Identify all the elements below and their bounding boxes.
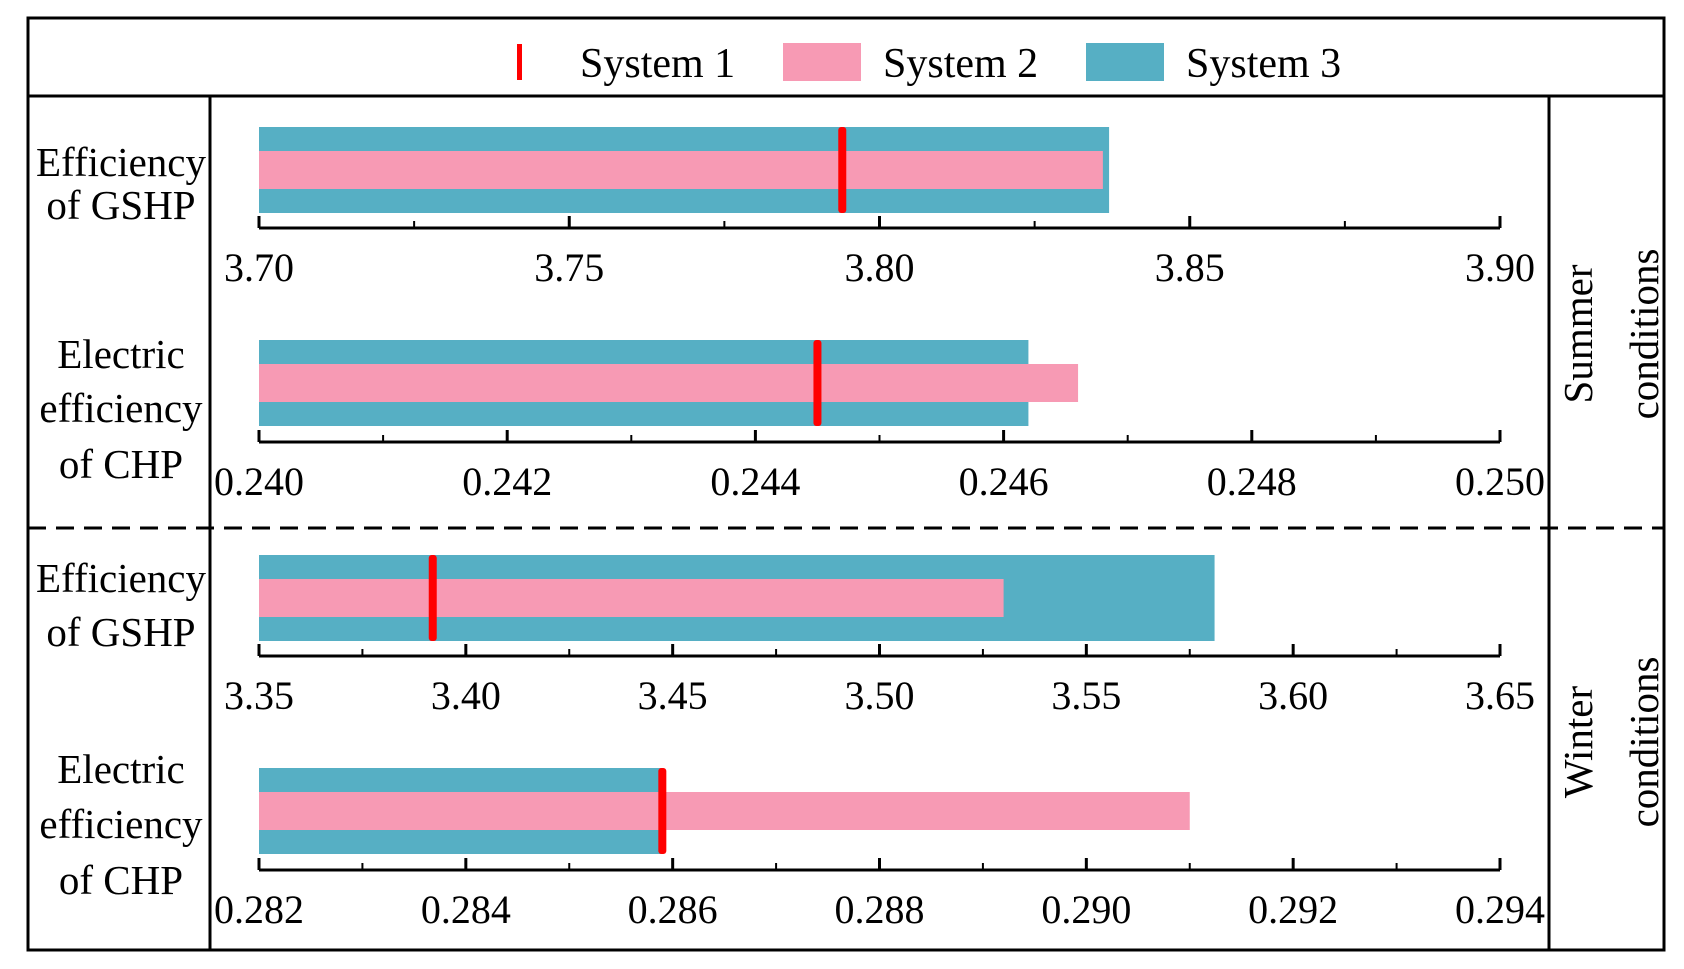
bar-system2 [259, 151, 1103, 189]
row-label-line: Efficiency [36, 555, 206, 601]
tick-label: 3.85 [1155, 245, 1225, 290]
row-label-line: of CHP [59, 857, 183, 903]
tick-label: 0.284 [421, 887, 511, 932]
tick-label: 3.70 [224, 245, 294, 290]
tick-label: 0.250 [1455, 459, 1545, 504]
row-label-line: of GSHP [46, 609, 195, 655]
legend-system1-swatch [517, 44, 522, 80]
legend-system2-label: System 2 [883, 41, 1038, 87]
tick-label: 0.248 [1207, 459, 1297, 504]
tick-label: 0.288 [835, 887, 925, 932]
marker-system1 [838, 127, 847, 213]
tick-label: 3.35 [224, 673, 294, 718]
marker-system1 [813, 340, 822, 426]
bar-system2 [259, 792, 1190, 830]
tick-label: 0.294 [1455, 887, 1545, 932]
tick-label: 3.80 [845, 245, 915, 290]
tick-label: 0.244 [710, 459, 800, 504]
marker-system1 [428, 555, 437, 641]
tick-label: 3.50 [845, 673, 915, 718]
winter-label-line2: conditions [1621, 657, 1667, 828]
legend-system2-swatch [783, 43, 861, 81]
panel-2: 0.240 0.242 0.244 0.246 0.248 0.250 Electric ef… [39, 331, 1545, 504]
summer-label-line1: Summer [1555, 264, 1601, 403]
legend-system3-swatch [1086, 43, 1164, 81]
panel-3: 3.35 3.40 3.45 3.50 3.55 3.60 3.65 Efficiency of… [36, 555, 1535, 718]
row-label-line: efficiency [39, 801, 203, 847]
tick-label: 0.286 [628, 887, 718, 932]
tick-label: 0.242 [462, 459, 552, 504]
tick-label: 3.75 [534, 245, 604, 290]
marker-system1 [658, 768, 667, 854]
row-label-line: Efficiency [36, 139, 206, 185]
bar-system2 [259, 579, 1004, 617]
legend-system1-label: System 1 [580, 41, 735, 87]
row-label-line: Electric [57, 331, 184, 377]
row-label-line: of GSHP [46, 182, 195, 228]
bar-system2 [259, 364, 1079, 402]
tick-label: 3.60 [1258, 673, 1328, 718]
row-label-line: Electric [57, 746, 184, 792]
row-label-line: of CHP [59, 441, 183, 487]
legend-system3-label: System 3 [1186, 41, 1341, 87]
summer-label-line2: conditions [1621, 249, 1667, 420]
tick-label: 0.246 [959, 459, 1049, 504]
outer-frame [26, 16, 1666, 952]
tick-label: 3.65 [1465, 673, 1535, 718]
tick-label: 0.290 [1041, 887, 1131, 932]
tick-label: 3.40 [431, 673, 501, 718]
tick-label: 3.90 [1465, 245, 1535, 290]
tick-label: 0.282 [214, 887, 304, 932]
tick-label: 3.45 [638, 673, 708, 718]
tick-label: 3.55 [1051, 673, 1121, 718]
row-label-line: efficiency [39, 385, 203, 431]
panel-4: 0.282 0.284 0.286 0.288 0.290 0.292 0.294 Elect… [39, 746, 1545, 932]
legend: System 1 System 2 System 3 [517, 41, 1341, 87]
winter-label-line1: Winter [1555, 686, 1601, 799]
tick-label: 0.292 [1248, 887, 1338, 932]
tick-label: 0.240 [214, 459, 304, 504]
